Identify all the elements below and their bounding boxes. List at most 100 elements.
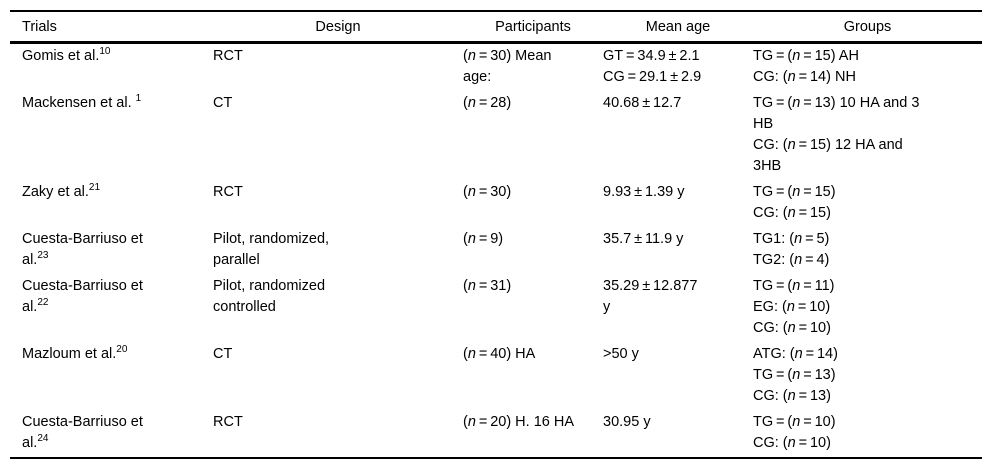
design-cell: RCT <box>213 180 463 227</box>
trial-name: Gomis et al. <box>22 48 100 64</box>
table-row: Mazloum et al.20 CT (n = 40) HA >50 y AT… <box>10 342 982 410</box>
design-cell: RCT <box>213 43 463 92</box>
design-cell: Pilot, randomized controlled <box>213 274 463 342</box>
table-row: Zaky et al.21 RCT (n = 30) 9.93 ± 1.39 y… <box>10 180 982 227</box>
participants-cell: (n = 20) H. 16 HA <box>463 410 603 458</box>
cell-line: CG: (n = 10) <box>753 435 831 451</box>
mean-age-cell: >50 y <box>603 342 753 410</box>
cell-line: (n = 28) <box>463 95 512 111</box>
trial-ref-superscript: 10 <box>99 46 111 58</box>
participants-cell: (n = 9) <box>463 227 603 274</box>
cell-line: Pilot, randomized, <box>213 231 330 247</box>
cell-line: 30.95 y <box>603 414 651 430</box>
mean-age-cell: 35.7 ± 11.9 y <box>603 227 753 274</box>
cell-line: TG = (n = 10) <box>753 414 836 430</box>
cell-line: (n = 40) HA <box>463 346 536 362</box>
cell-line: 9.93 ± 1.39 y <box>603 184 685 200</box>
trial-ref-superscript: 22 <box>37 297 49 309</box>
cell-line: TG = (n = 13) <box>753 367 836 383</box>
cell-line: 35.7 ± 11.9 y <box>603 231 684 247</box>
mean-age-cell: 35.29 ± 12.877 y <box>603 274 753 342</box>
participants-cell: (n = 28) <box>463 91 603 180</box>
col-header-trials: Trials <box>10 11 213 44</box>
trial-name: Mazloum et al. <box>22 346 117 362</box>
table-row: Cuesta-Barriuso et al.24 RCT (n = 20) H.… <box>10 410 982 458</box>
cell-line: (n = 30) Mean <box>463 48 552 64</box>
trial-ref-superscript: 1 <box>135 93 142 105</box>
table-row: Gomis et al.10 RCT (n = 30) Mean age: GT … <box>10 43 982 92</box>
mean-age-cell: 40.68 ± 12.7 <box>603 91 753 180</box>
trial-ref-superscript: 21 <box>88 182 101 194</box>
cell-line: (n = 20) H. 16 HA <box>463 414 575 430</box>
participants-cell: (n = 30) <box>463 180 603 227</box>
cell-line: TG = (n = 15) AH <box>753 48 859 64</box>
cell-line: GT = 34.9 ± 2.1 <box>603 48 700 64</box>
trial-name: Zaky et al. <box>22 184 89 200</box>
groups-cell: TG = (n = 10) CG: (n = 10) <box>753 410 982 458</box>
participants-cell: (n = 30) Mean age: <box>463 43 603 92</box>
col-header-participants: Participants <box>463 11 603 44</box>
cell-line: CG: (n = 10) <box>753 320 831 336</box>
trial-cell: Zaky et al.21 <box>10 180 213 227</box>
cell-line: CT <box>213 346 233 362</box>
cell-line: ATG: (n = 14) <box>753 346 838 362</box>
cell-line: RCT <box>213 414 243 430</box>
cell-line: RCT <box>213 48 243 64</box>
trial-ref-superscript: 20 <box>116 344 128 356</box>
groups-cell: TG = (n = 11) EG: (n = 10) CG: (n = 10) <box>753 274 982 342</box>
cell-line: CT <box>213 95 233 111</box>
groups-cell: TG1: (n = 5) TG2: (n = 4) <box>753 227 982 274</box>
design-cell: CT <box>213 342 463 410</box>
trial-ref-superscript: 23 <box>37 250 49 262</box>
groups-cell: TG = (n = 15) CG: (n = 15) <box>753 180 982 227</box>
trials-table: Trials Design Participants Mean age Grou… <box>10 10 982 459</box>
design-cell: Pilot, randomized, parallel <box>213 227 463 274</box>
cell-line: CG: (n = 15) <box>753 205 831 221</box>
cell-line: (n = 30) <box>463 184 512 200</box>
cell-line: (n = 9) <box>463 231 504 247</box>
trial-ref-superscript: 24 <box>37 433 49 445</box>
cell-line: RCT <box>213 184 243 200</box>
cell-line: CG: (n = 13) <box>753 388 831 404</box>
cell-line: >50 y <box>603 346 639 362</box>
trial-cell: Cuesta-Barriuso et al.23 <box>10 227 213 274</box>
trial-cell: Cuesta-Barriuso et al.22 <box>10 274 213 342</box>
cell-line: CG = 29.1 ± 2.9 <box>603 69 702 85</box>
trial-name: Cuesta-Barriuso et al. <box>22 278 143 315</box>
cell-line: HB <box>753 116 774 132</box>
cell-line: EG: (n = 10) <box>753 299 831 315</box>
participants-cell: (n = 40) HA <box>463 342 603 410</box>
participants-cell: (n = 31) <box>463 274 603 342</box>
trial-name: Cuesta-Barriuso et al. <box>22 414 143 451</box>
col-header-mean-age: Mean age <box>603 11 753 44</box>
cell-line: controlled <box>213 299 276 315</box>
cell-line: (n = 31) <box>463 278 512 294</box>
cell-line: 3HB <box>753 158 782 174</box>
trial-cell: Cuesta-Barriuso et al.24 <box>10 410 213 458</box>
trial-name: Cuesta-Barriuso et al. <box>22 231 143 268</box>
cell-line: CG: (n = 14) NH <box>753 69 856 85</box>
trial-cell: Mackensen et al. 1 <box>10 91 213 180</box>
mean-age-cell: 9.93 ± 1.39 y <box>603 180 753 227</box>
trial-cell: Gomis et al.10 <box>10 43 213 92</box>
trial-cell: Mazloum et al.20 <box>10 342 213 410</box>
cell-line: TG = (n = 13) 10 HA and 3 <box>753 95 920 111</box>
mean-age-cell: 30.95 y <box>603 410 753 458</box>
mean-age-cell: GT = 34.9 ± 2.1 CG = 29.1 ± 2.9 <box>603 43 753 92</box>
cell-line: 40.68 ± 12.7 <box>603 95 682 111</box>
table-row: Mackensen et al. 1 CT (n = 28) 40.68 ± 1… <box>10 91 982 180</box>
cell-line: CG: (n = 15) 12 HA and <box>753 137 903 153</box>
table-row: Cuesta-Barriuso et al.22 Pilot, randomiz… <box>10 274 982 342</box>
cell-line: TG = (n = 15) <box>753 184 836 200</box>
groups-cell: ATG: (n = 14) TG = (n = 13) CG: (n = 13) <box>753 342 982 410</box>
cell-line: Pilot, randomized <box>213 278 326 294</box>
groups-cell: TG = (n = 15) AH CG: (n = 14) NH <box>753 43 982 92</box>
table-row: Cuesta-Barriuso et al.23 Pilot, randomiz… <box>10 227 982 274</box>
header-row: Trials Design Participants Mean age Grou… <box>10 11 982 44</box>
design-cell: CT <box>213 91 463 180</box>
groups-cell: TG = (n = 13) 10 HA and 3 HB CG: (n = 15) … <box>753 91 982 180</box>
trial-name: Mackensen et al. <box>22 95 136 111</box>
col-header-groups: Groups <box>753 11 982 44</box>
cell-line: y <box>603 299 611 315</box>
